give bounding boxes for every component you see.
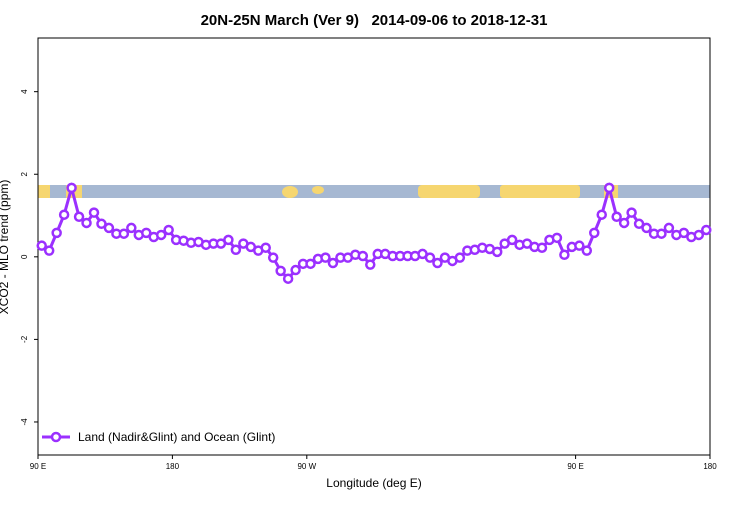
y-axis-label: XCO2 - MLO trend (ppm) (0, 180, 11, 315)
data-point (678, 227, 690, 239)
legend-swatch-point (50, 431, 62, 443)
data-point (66, 182, 77, 194)
x-tick-label: 180 (703, 462, 717, 471)
x-tick-label: 90 E (30, 462, 46, 471)
data-point (589, 227, 600, 239)
data-point (126, 222, 137, 234)
data-point (551, 232, 563, 244)
y-tick-label: -4 (20, 418, 29, 426)
data-point (327, 257, 339, 269)
data-point (574, 240, 585, 251)
data-point (320, 252, 331, 263)
data-point (118, 228, 130, 239)
data-point (559, 249, 570, 261)
map-strip (38, 185, 710, 198)
x-axis-label: Longitude (deg E) (326, 476, 421, 490)
data-point (290, 264, 301, 276)
data-point (36, 240, 47, 251)
data-point (163, 224, 174, 236)
data-point (693, 229, 705, 241)
data-point (663, 222, 675, 234)
data-point (506, 234, 518, 246)
data-point (81, 217, 92, 229)
data-point (73, 211, 85, 223)
data-point (365, 259, 376, 270)
y-tick-label: -2 (20, 335, 29, 343)
data-point (633, 218, 645, 230)
data-point (230, 244, 242, 256)
data-point (103, 222, 115, 234)
data-point (357, 250, 369, 262)
legend-label: Land (Nadir&Glint) and Ocean (Glint) (78, 430, 275, 444)
y-tick-label: 2 (20, 171, 29, 176)
data-point (536, 242, 548, 253)
chart-title: 20N-25N March (Ver 9) 2014-09-06 to 2018… (201, 12, 548, 29)
x-tick-label: 90 W (297, 462, 316, 471)
data-point (618, 217, 630, 229)
data-point (424, 252, 436, 263)
data-point (96, 218, 107, 230)
plot-frame (37, 37, 711, 456)
data-point (656, 228, 667, 239)
data-point (491, 246, 503, 258)
data-point (155, 229, 167, 241)
data-point (267, 252, 279, 263)
data-point (626, 207, 637, 218)
data-point (51, 227, 62, 239)
data-point (596, 209, 607, 220)
data-point (260, 242, 271, 253)
data-point (275, 265, 286, 277)
data-point (701, 224, 712, 236)
data-point (58, 209, 70, 220)
data-point (141, 227, 152, 239)
data-point (611, 211, 622, 223)
data-point (454, 252, 466, 263)
y-tick-label: 4 (20, 89, 29, 94)
data-point (603, 182, 615, 194)
data-point (43, 245, 55, 256)
data-point (88, 207, 100, 218)
data-point (305, 258, 316, 270)
data-point (223, 234, 234, 246)
data-point (432, 257, 443, 269)
data-point (282, 273, 294, 284)
x-tick-label: 180 (166, 462, 180, 471)
x-tick-label: 90 E (567, 462, 583, 471)
y-tick-label: 0 (20, 254, 29, 259)
data-point (641, 222, 652, 234)
data-point (581, 245, 593, 256)
